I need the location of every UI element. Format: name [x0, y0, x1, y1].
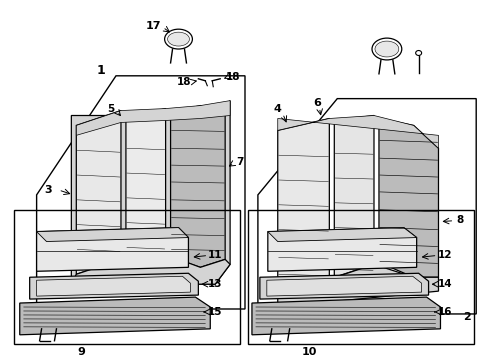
Polygon shape	[266, 276, 421, 296]
Polygon shape	[259, 273, 427, 299]
Polygon shape	[20, 297, 210, 335]
Text: 1: 1	[97, 64, 105, 77]
Polygon shape	[277, 118, 328, 294]
Polygon shape	[37, 228, 188, 271]
Text: 5: 5	[107, 104, 114, 113]
Text: 16: 16	[437, 307, 452, 317]
Polygon shape	[170, 105, 224, 267]
Polygon shape	[251, 297, 440, 335]
Polygon shape	[334, 116, 373, 277]
Text: 11: 11	[207, 251, 222, 260]
Polygon shape	[71, 100, 230, 284]
Text: 8: 8	[456, 215, 463, 225]
Text: 7: 7	[236, 157, 243, 167]
Polygon shape	[37, 276, 190, 296]
Polygon shape	[277, 264, 438, 307]
Ellipse shape	[167, 32, 189, 46]
Text: 13: 13	[207, 279, 222, 289]
Polygon shape	[71, 255, 230, 284]
Bar	[14, 210, 240, 344]
Polygon shape	[126, 109, 165, 269]
Text: 2: 2	[463, 312, 470, 322]
Text: 12: 12	[437, 251, 452, 260]
Text: 18: 18	[177, 77, 191, 87]
Text: 14: 14	[437, 279, 452, 289]
Ellipse shape	[374, 41, 398, 57]
Polygon shape	[37, 228, 188, 242]
Text: 3: 3	[44, 185, 52, 195]
Bar	[247, 210, 473, 344]
Text: 9: 9	[77, 347, 85, 357]
Text: 4: 4	[273, 104, 281, 113]
Polygon shape	[76, 111, 121, 274]
Text: 18: 18	[225, 72, 240, 82]
Polygon shape	[277, 116, 438, 148]
Polygon shape	[267, 228, 416, 271]
Text: 17: 17	[145, 21, 161, 31]
Polygon shape	[267, 228, 416, 242]
Polygon shape	[76, 100, 230, 135]
Text: 10: 10	[301, 347, 317, 357]
Polygon shape	[30, 273, 198, 299]
Text: 15: 15	[207, 307, 222, 317]
Polygon shape	[378, 118, 438, 277]
Text: 6: 6	[313, 98, 321, 108]
